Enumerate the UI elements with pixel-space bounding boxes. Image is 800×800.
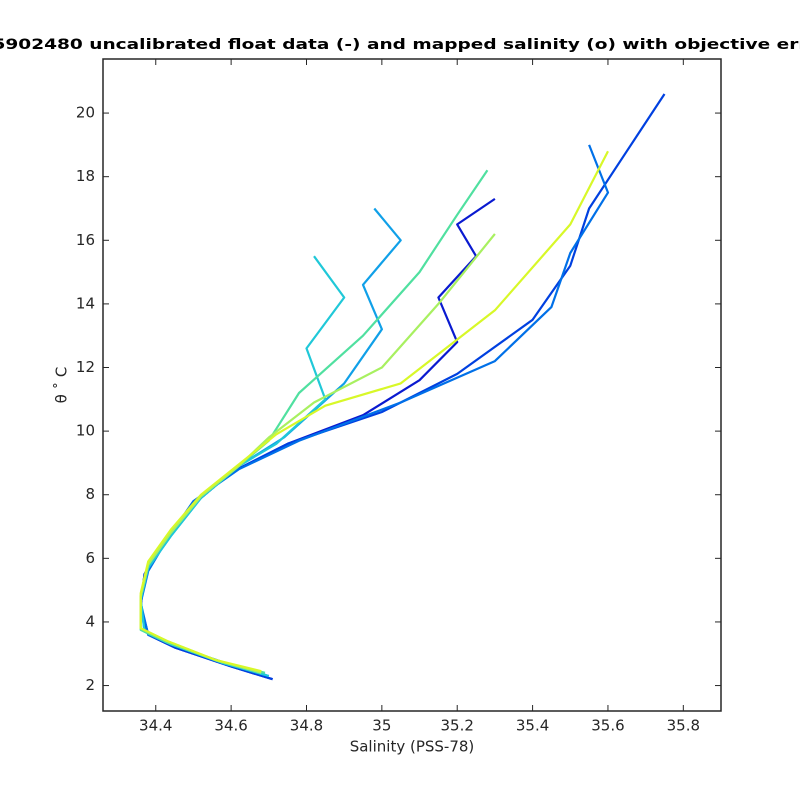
profile-line <box>139 207 402 676</box>
y-tick-label: 12 <box>76 358 95 376</box>
plot-frame <box>102 58 722 712</box>
x-tick-label: 35.2 <box>441 717 474 735</box>
y-tick-label: 4 <box>85 612 95 630</box>
profile-line <box>139 233 496 674</box>
x-tick-label: 35.6 <box>591 717 624 735</box>
y-tick-label: 2 <box>85 676 95 694</box>
x-tick-label: 34.6 <box>214 717 247 735</box>
profile-line <box>139 197 496 681</box>
profile-line <box>139 93 666 681</box>
y-axis-label: θ ˚ C <box>53 367 71 404</box>
y-tick-label: 20 <box>76 104 95 122</box>
profile-line <box>139 150 609 673</box>
x-tick-label: 35.4 <box>516 717 549 735</box>
y-tick-label: 18 <box>76 167 95 185</box>
profile-line <box>139 169 489 674</box>
chart-title: 5902480 uncalibrated float data (-) and … <box>0 37 800 53</box>
x-tick-label: 34.8 <box>290 717 323 735</box>
y-tick-label: 16 <box>76 231 95 249</box>
y-tick-label: 10 <box>76 422 95 440</box>
x-tick-label: 34.4 <box>139 717 172 735</box>
profile-line <box>139 144 610 678</box>
y-tick-label: 8 <box>85 485 95 503</box>
x-tick-label: 35.8 <box>667 717 700 735</box>
y-tick-label: 6 <box>85 549 95 567</box>
x-axis-label: Salinity (PSS-78) <box>350 738 475 756</box>
y-tick-label: 14 <box>76 294 95 312</box>
x-tick-label: 35 <box>372 717 391 735</box>
